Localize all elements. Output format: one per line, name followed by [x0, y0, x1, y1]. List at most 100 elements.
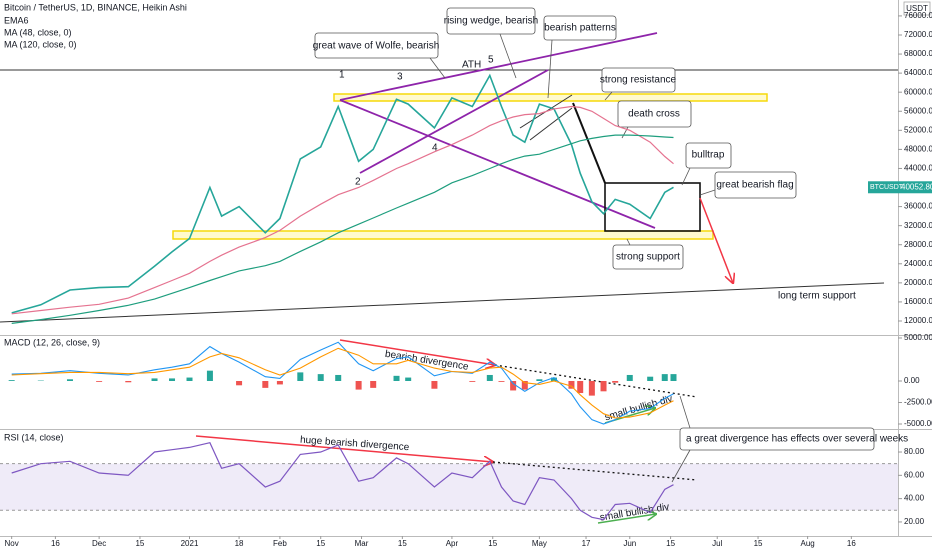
x-tick-label: 15 — [754, 539, 763, 548]
wave-label: 4 — [432, 143, 438, 154]
callout-pointer — [671, 449, 691, 483]
x-tick-label: 16 — [51, 539, 60, 548]
histogram-bar — [317, 374, 324, 381]
callout-pointer — [699, 189, 716, 196]
resistance-zone — [333, 93, 768, 102]
histogram-bar — [355, 380, 362, 390]
y-tick-label: 44000.00 — [904, 164, 932, 173]
y-tick-label: 60000.00 — [904, 87, 932, 96]
histogram-bar — [262, 380, 269, 388]
currency-box[interactable] — [903, 1, 931, 16]
series-line — [11, 105, 674, 315]
callout-pointer — [681, 167, 691, 186]
histogram-bar — [125, 380, 132, 383]
y-tick-label: 76000.00 — [904, 11, 932, 20]
wave-label: 2 — [355, 177, 361, 188]
legend-entry: MA (48, close, 0) — [4, 27, 72, 37]
study-label: EMA6 — [4, 15, 29, 25]
histogram-bar — [670, 374, 677, 381]
y-tick-label: 28000.00 — [904, 240, 932, 249]
annotation-box — [612, 244, 684, 270]
histogram-bar — [186, 377, 193, 381]
x-tick-label: 18 — [235, 539, 244, 548]
x-tick-label: 15 — [316, 539, 325, 548]
histogram-bar — [206, 370, 213, 381]
support-zone — [172, 230, 714, 240]
histogram-bar — [647, 376, 654, 381]
y-tick-label: 12000.00 — [904, 316, 932, 325]
arrow — [597, 514, 656, 524]
y-tick-label: 52000.00 — [904, 125, 932, 134]
wave-label: 1 — [339, 70, 345, 81]
pane-title: RSI (14, close) — [4, 432, 64, 442]
y-tick-label: 40.00 — [904, 494, 925, 503]
arrow — [195, 435, 493, 462]
histogram-bar — [568, 380, 575, 389]
histogram-bar — [469, 380, 476, 382]
histogram-bar — [393, 375, 400, 381]
histogram-bar — [151, 378, 158, 381]
histogram-bar — [405, 377, 412, 381]
x-tick-label: Apr — [446, 539, 459, 548]
y-tick-label: 64000.00 — [904, 68, 932, 77]
wave-line — [339, 99, 656, 229]
histogram-bar — [431, 380, 438, 389]
x-tick-label: Dec — [92, 539, 106, 548]
trendline — [0, 282, 885, 323]
y-tick-label: 20000.00 — [904, 278, 932, 287]
histogram-bar — [588, 380, 595, 396]
flag-box — [604, 182, 701, 232]
y-tick-label: 16000.00 — [904, 297, 932, 306]
histogram-bar — [486, 374, 493, 381]
histogram-bar — [577, 380, 584, 394]
annotation: strong resistance — [600, 75, 677, 86]
y-tick-label: -2500.00 — [904, 398, 932, 407]
annotation: strong support — [616, 252, 680, 263]
y-tick-label: 36000.00 — [904, 202, 932, 211]
pane-title: MACD (12, 26, close, 9) — [4, 337, 100, 347]
histogram-bar — [521, 380, 528, 390]
x-tick-label: Mar — [355, 539, 369, 548]
symbol-label: BTCUSDT — [870, 184, 904, 191]
y-tick-label: 24000.00 — [904, 259, 932, 268]
histogram-bar — [370, 380, 377, 388]
callout-pointer — [429, 57, 446, 79]
annotation: great bearish flag — [716, 180, 793, 191]
series-line — [11, 134, 674, 324]
annotation-box — [446, 7, 536, 35]
x-tick-label: 15 — [488, 539, 497, 548]
wave-label: 5 — [488, 55, 494, 66]
y-tick-label: 20.00 — [904, 517, 925, 526]
histogram-bar — [626, 374, 633, 381]
annotation: bearish patterns — [544, 23, 616, 34]
histogram-bar — [661, 374, 668, 381]
dotted-line — [494, 364, 698, 398]
y-tick-label: 60.00 — [904, 470, 925, 479]
y-tick-label: 56000.00 — [904, 106, 932, 115]
histogram-bar — [66, 379, 73, 381]
wedge-line — [359, 69, 549, 174]
annotation: great wave of Wolfe, bearish — [313, 41, 440, 52]
last-price-label: 40052.80 — [901, 182, 932, 191]
histogram-bar — [550, 377, 557, 381]
dotted-line — [492, 461, 698, 481]
pattern-line — [529, 107, 573, 141]
y-tick-label: 68000.00 — [904, 49, 932, 58]
series-line — [11, 73, 674, 314]
callout-pointer — [499, 33, 517, 79]
x-tick-label: 17 — [582, 539, 591, 548]
y-tick-label: 80.00 — [904, 447, 925, 456]
currency-label[interactable]: USDT — [906, 4, 928, 13]
x-tick-label: Jul — [712, 539, 722, 548]
last-price-box — [868, 181, 932, 194]
callout-pointer — [626, 238, 631, 246]
wedge-line — [339, 32, 658, 101]
rsi-band — [0, 463, 898, 511]
histogram-bar — [8, 380, 15, 381]
histogram-bar — [498, 380, 505, 382]
histogram-bar — [169, 378, 176, 381]
x-tick-label: Aug — [800, 539, 814, 548]
x-tick-label: Nov — [5, 539, 19, 548]
